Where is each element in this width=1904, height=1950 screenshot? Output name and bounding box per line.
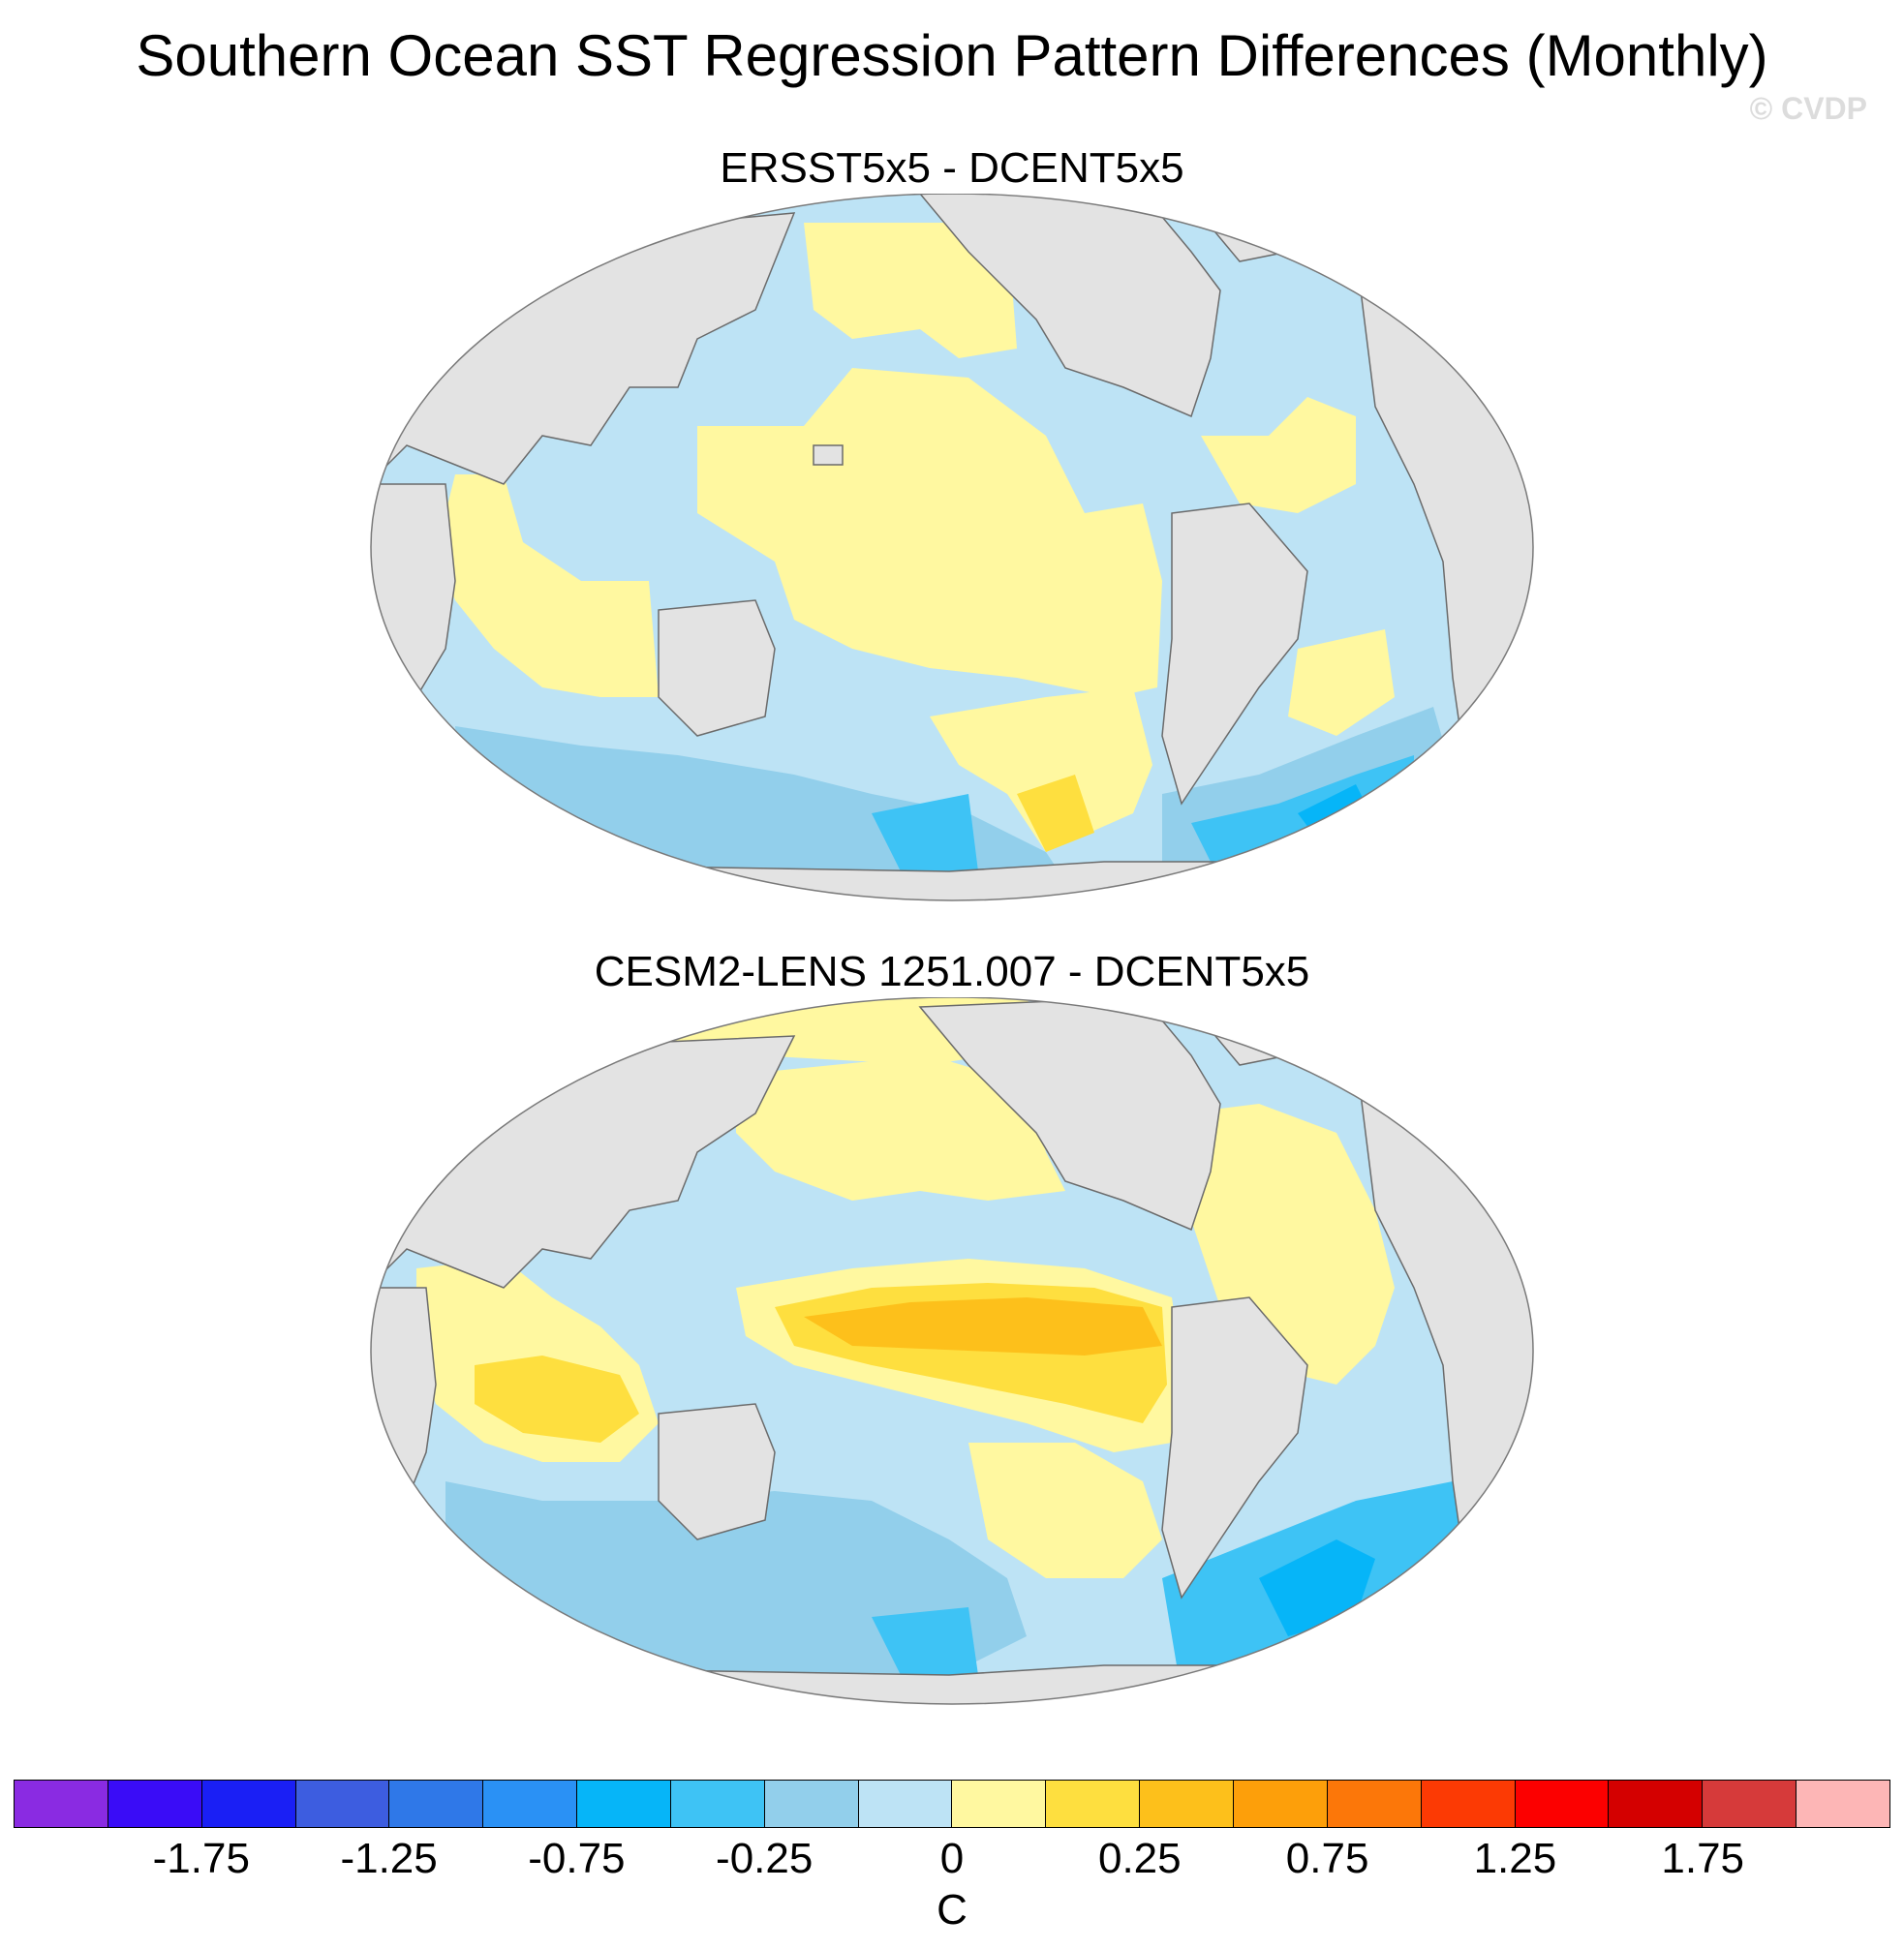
colorbar-swatch	[1140, 1781, 1234, 1827]
colorbar-tick-label: 0	[939, 1835, 965, 1882]
map-panel-1	[370, 194, 1534, 901]
colorbar-swatch	[295, 1781, 390, 1827]
land-south-america	[1161, 1296, 1308, 1600]
colorbar-swatch	[858, 1781, 953, 1827]
colorbar-swatch	[670, 1781, 765, 1827]
land-australia	[658, 1403, 776, 1540]
colorbar-tick-label: 1.75	[1661, 1835, 1745, 1882]
colorbar-swatch	[1421, 1781, 1516, 1827]
colorbar-tick-label: 0.75	[1285, 1835, 1369, 1882]
gold-region-indian	[475, 1356, 639, 1443]
yellow-region-atlantic	[1201, 397, 1356, 513]
yellow-region-south-pacific	[968, 1443, 1162, 1578]
colorbar-swatch	[1515, 1781, 1610, 1827]
colorbar	[14, 1780, 1890, 1828]
land-mask-gray	[813, 444, 844, 466]
colorbar-swatch	[1703, 1781, 1797, 1827]
yellow-region-south-atlantic	[1288, 629, 1395, 736]
map-panel-2	[370, 997, 1534, 1705]
colorbar-swatch	[389, 1781, 484, 1827]
blue-region-southern-pacific	[872, 794, 978, 891]
colorbar-tick-label: -1.25	[340, 1835, 438, 1882]
panel-2-title: CESM2-LENS 1251.007 - DCENT5x5	[594, 948, 1310, 995]
colorbar-tick-label: -0.25	[716, 1835, 814, 1882]
cvdp-watermark: © CVDP	[1749, 91, 1867, 126]
blue-region-southern-pacific	[872, 1607, 978, 1694]
yellow-region-south-pacific	[930, 687, 1152, 852]
colorbar-swatch	[764, 1781, 859, 1827]
colorbar-units: C	[937, 1886, 967, 1934]
colorbar-swatch	[952, 1781, 1047, 1827]
colorbar-swatch	[1327, 1781, 1422, 1827]
yellow-region-ross-sea	[1017, 775, 1094, 852]
colorbar-tick-label: -0.75	[528, 1835, 626, 1882]
colorbar-swatch	[201, 1781, 296, 1827]
globe-outline	[370, 194, 1534, 901]
colorbar-swatch	[1609, 1781, 1704, 1827]
land-australia	[658, 599, 776, 737]
land-south-america	[1161, 503, 1308, 806]
figure-title: Southern Ocean SST Regression Pattern Di…	[136, 23, 1768, 88]
colorbar-swatch	[1046, 1781, 1141, 1827]
colorbar-swatch	[483, 1781, 578, 1827]
yellow-region-indian	[436, 474, 659, 697]
yellow-region-north-pacific	[804, 223, 1017, 358]
land-north-america	[918, 997, 1221, 1232]
colorbar-swatch	[1797, 1781, 1889, 1827]
colorbar-swatch	[1233, 1781, 1328, 1827]
colorbar-swatch	[107, 1781, 202, 1827]
globe-outline	[370, 997, 1534, 1705]
colorbar-tick-label: 1.25	[1473, 1835, 1557, 1882]
colorbar-swatch	[577, 1781, 671, 1827]
yellow-region-north-pacific	[736, 1055, 1065, 1201]
colorbar-tick-label: -1.75	[152, 1835, 250, 1882]
colorbar-swatch	[15, 1781, 108, 1827]
panel-1-title: ERSST5x5 - DCENT5x5	[720, 144, 1184, 192]
colorbar-tick-label: 0.25	[1097, 1835, 1182, 1882]
orange-region-equatorial-pacific	[804, 1297, 1162, 1356]
land-north-america	[918, 194, 1221, 418]
